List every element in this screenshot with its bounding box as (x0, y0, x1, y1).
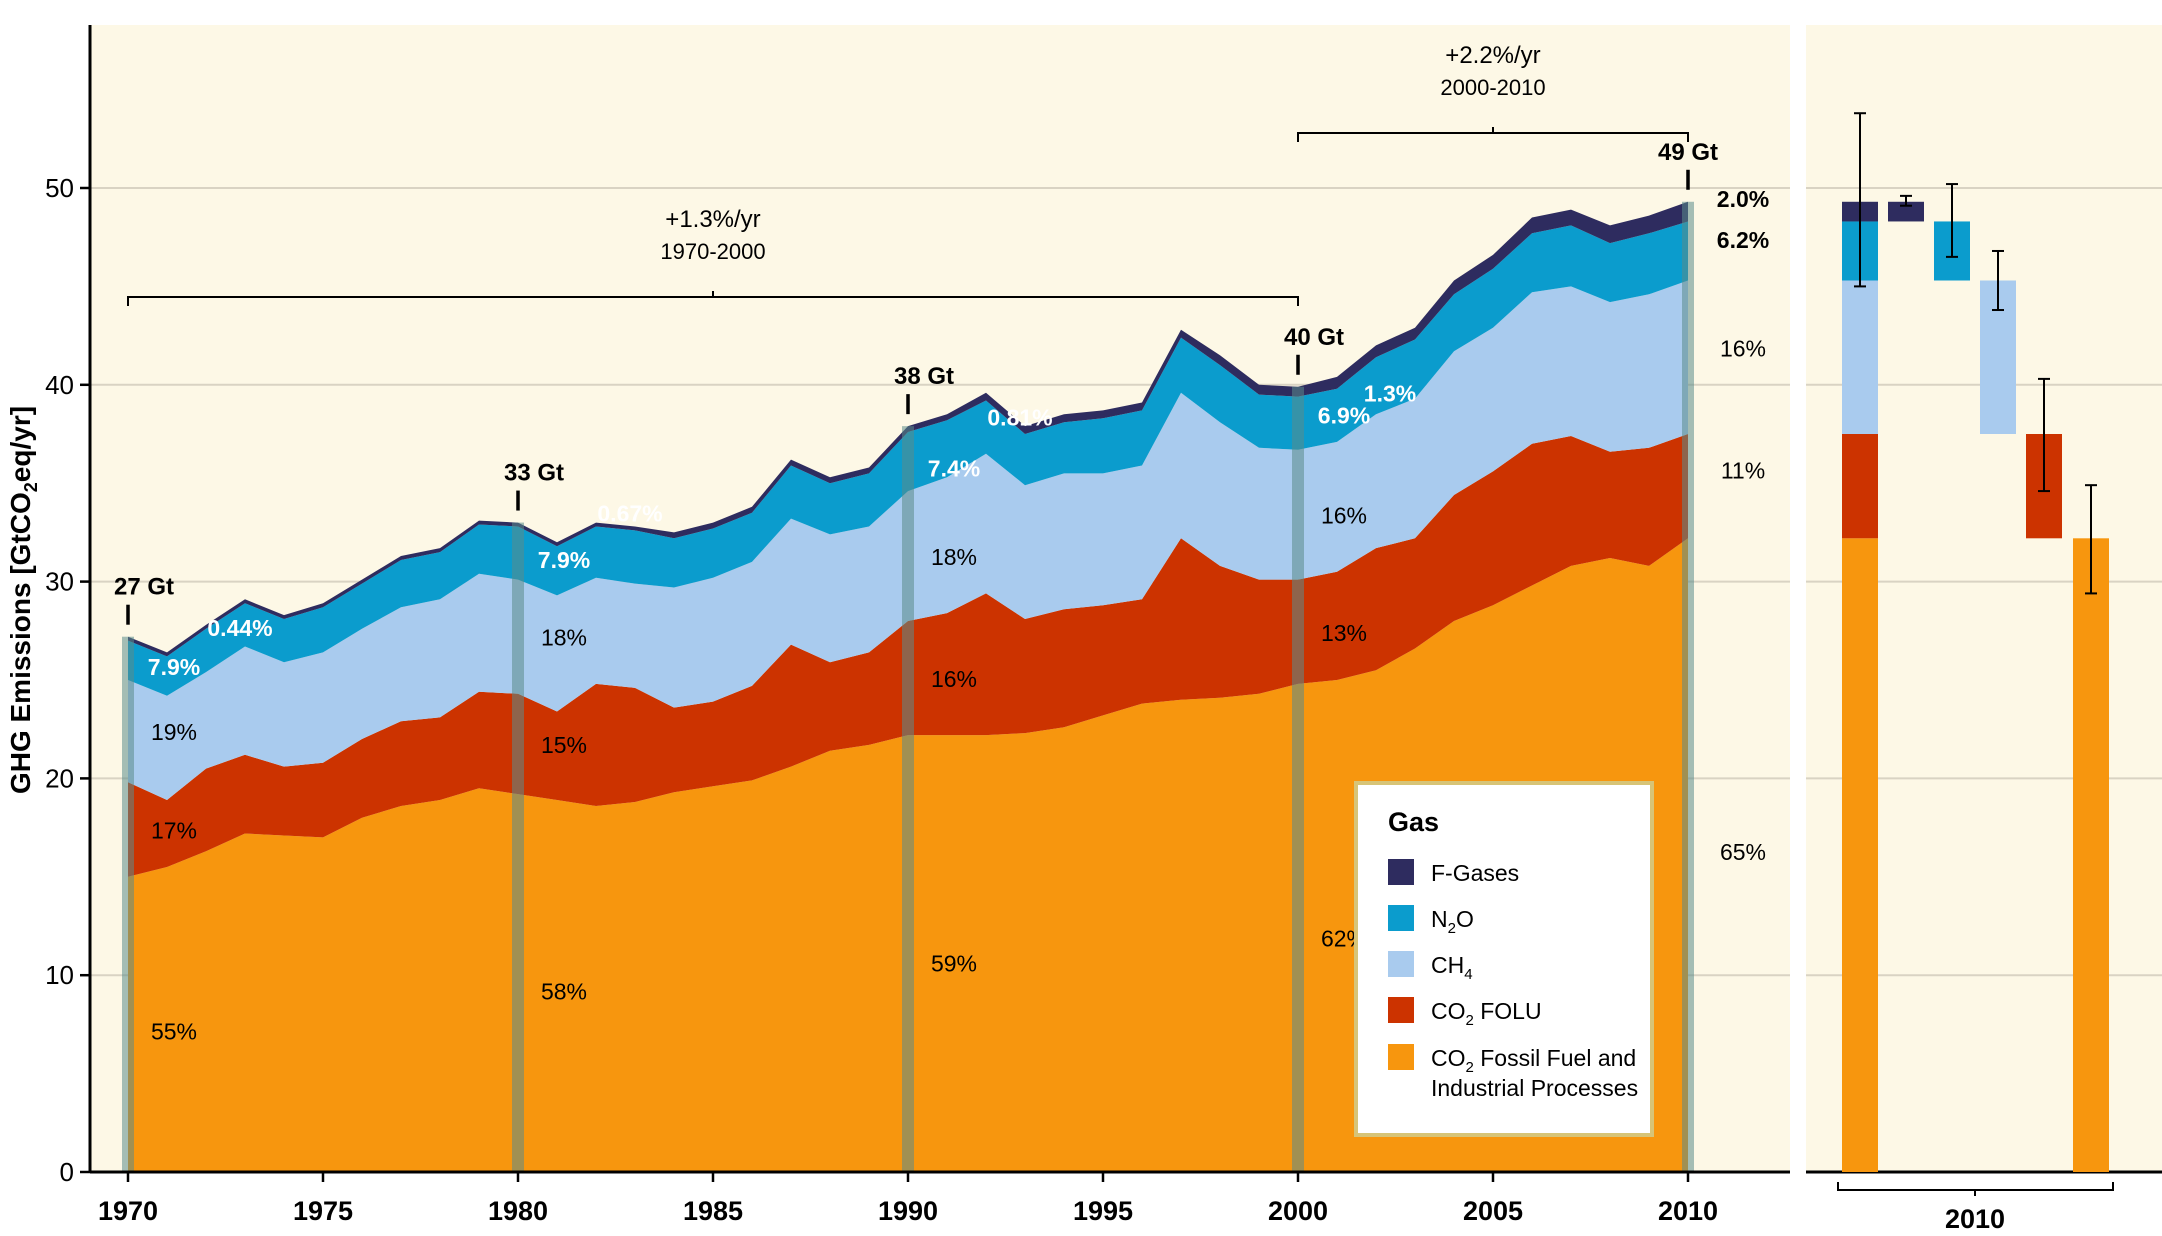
x-tick-label: 2010 (1658, 1196, 1718, 1226)
main-panel: 0 10 20 30 40 50 1970 1975 1980 1985 1990 1995 2000 2… (5, 25, 1790, 1226)
legend-swatch-fossil (1388, 1044, 1414, 1070)
share-label-n2o-2010: 6.2% (1717, 227, 1769, 253)
share-label-ch4-1970: 19% (151, 719, 197, 745)
share-label-n2o-1980: 7.9% (538, 547, 590, 573)
growth-period-label: 2000-2010 (1440, 75, 1545, 100)
highlight-bar-1980 (512, 522, 524, 1172)
stacked-bar-folu (1842, 434, 1878, 539)
x-tick-label: 1975 (293, 1196, 353, 1226)
highlight-bar-1990 (902, 426, 914, 1172)
y-axis-title: GHG Emissions [GtCO2eq/yr] (5, 406, 41, 794)
legend: Gas F-Gases N2O CH4 CO2 FOLU CO2 Fossil Fuel … (1354, 781, 1654, 1137)
x-tick-label: 1995 (1073, 1196, 1133, 1226)
growth-bracket (1297, 127, 1689, 142)
share-label-folu-2010: 11% (1721, 457, 1765, 483)
x-tick-label: 2000 (1268, 1196, 1328, 1226)
y-tick-label: 40 (45, 370, 74, 400)
share-label-fossil-2010: 65% (1720, 839, 1766, 865)
legend-label-fossil-line2: Industrial Processes (1431, 1075, 1638, 1101)
share-label-ch4-2010: 16% (1720, 335, 1766, 361)
share-label-fossil-1990: 59% (931, 950, 977, 976)
x-tick-label: 1970 (98, 1196, 158, 1226)
total-label-2010: 49 Gt (1658, 139, 1718, 166)
legend-swatch-folu (1388, 997, 1414, 1023)
stacked-bar-ch4 (1842, 280, 1878, 434)
share-label-fgases-1990: 0.81% (987, 404, 1052, 430)
total-label-1970: 27 Gt (114, 574, 174, 601)
highlight-bar-1970 (122, 636, 134, 1172)
component-bar-fgases (1888, 201, 1924, 222)
growth-rate-label: +2.2%/yr (1445, 42, 1540, 69)
legend-title: Gas (1388, 807, 1439, 837)
legend-label-fgases: F-Gases (1431, 860, 1519, 886)
share-label-folu-1990: 16% (931, 666, 977, 692)
total-label-1980: 33 Gt (504, 460, 564, 487)
total-label-2000: 40 Gt (1284, 324, 1344, 351)
component-bar-fossil (2073, 538, 2109, 1172)
right-panel-x-label: 2010 (1945, 1204, 2005, 1234)
legend-label-ch4: CH4 (1431, 952, 1473, 983)
y-tick-label: 50 (45, 173, 74, 203)
highlight-bar-2010 (1682, 201, 1694, 1172)
legend-label-folu: CO2 FOLU (1431, 998, 1542, 1029)
legend-swatch-n2o (1388, 905, 1414, 931)
total-label-1990: 38 Gt (894, 363, 954, 390)
right-panel-bracket (1837, 1182, 2114, 1196)
x-tick-label: 2005 (1463, 1196, 1523, 1226)
growth-rate-label: +1.3%/yr (665, 206, 760, 233)
share-label-folu-2000: 13% (1321, 620, 1367, 646)
highlight-bar-2000 (1292, 386, 1304, 1172)
y-tick-label: 10 (45, 960, 74, 990)
x-tick-label: 1985 (683, 1196, 743, 1226)
share-label-folu-1980: 15% (541, 732, 587, 758)
legend-label-n2o: N2O (1431, 906, 1474, 937)
share-label-ch4-1980: 18% (541, 625, 587, 651)
y-tick-label: 30 (45, 567, 74, 597)
x-tick-label: 1980 (488, 1196, 548, 1226)
right-panel-2010: 2010 (1806, 25, 2162, 1234)
share-label-fgases-1980: 0.67% (597, 501, 662, 527)
share-label-fgases-2010: 2.0% (1717, 186, 1769, 212)
x-tick-label: 1990 (878, 1196, 938, 1226)
growth-period-label: 1970-2000 (660, 239, 765, 264)
share-label-n2o-1970: 7.9% (148, 654, 200, 680)
share-label-fgases-2000: 1.3% (1364, 381, 1416, 407)
legend-swatch-ch4 (1388, 951, 1414, 977)
growth-bracket (127, 291, 1299, 306)
stacked-bar-fossil (1842, 538, 1878, 1172)
y-tick-label: 20 (45, 763, 74, 793)
legend-swatch-fgases (1388, 859, 1414, 885)
share-label-ch4-1990: 18% (931, 544, 977, 570)
legend-label-fossil: CO2 Fossil Fuel and (1431, 1045, 1636, 1076)
share-label-fossil-1970: 55% (151, 1018, 197, 1044)
share-label-ch4-2000: 16% (1321, 503, 1367, 529)
share-label-n2o-1990: 7.4% (928, 455, 980, 481)
y-tick-label: 0 (60, 1157, 74, 1187)
share-label-fgases-1970: 0.44% (207, 615, 272, 641)
share-label-folu-1970: 17% (151, 818, 197, 844)
share-label-fossil-1980: 58% (541, 979, 587, 1005)
share-label-n2o-2000: 6.9% (1318, 402, 1370, 428)
